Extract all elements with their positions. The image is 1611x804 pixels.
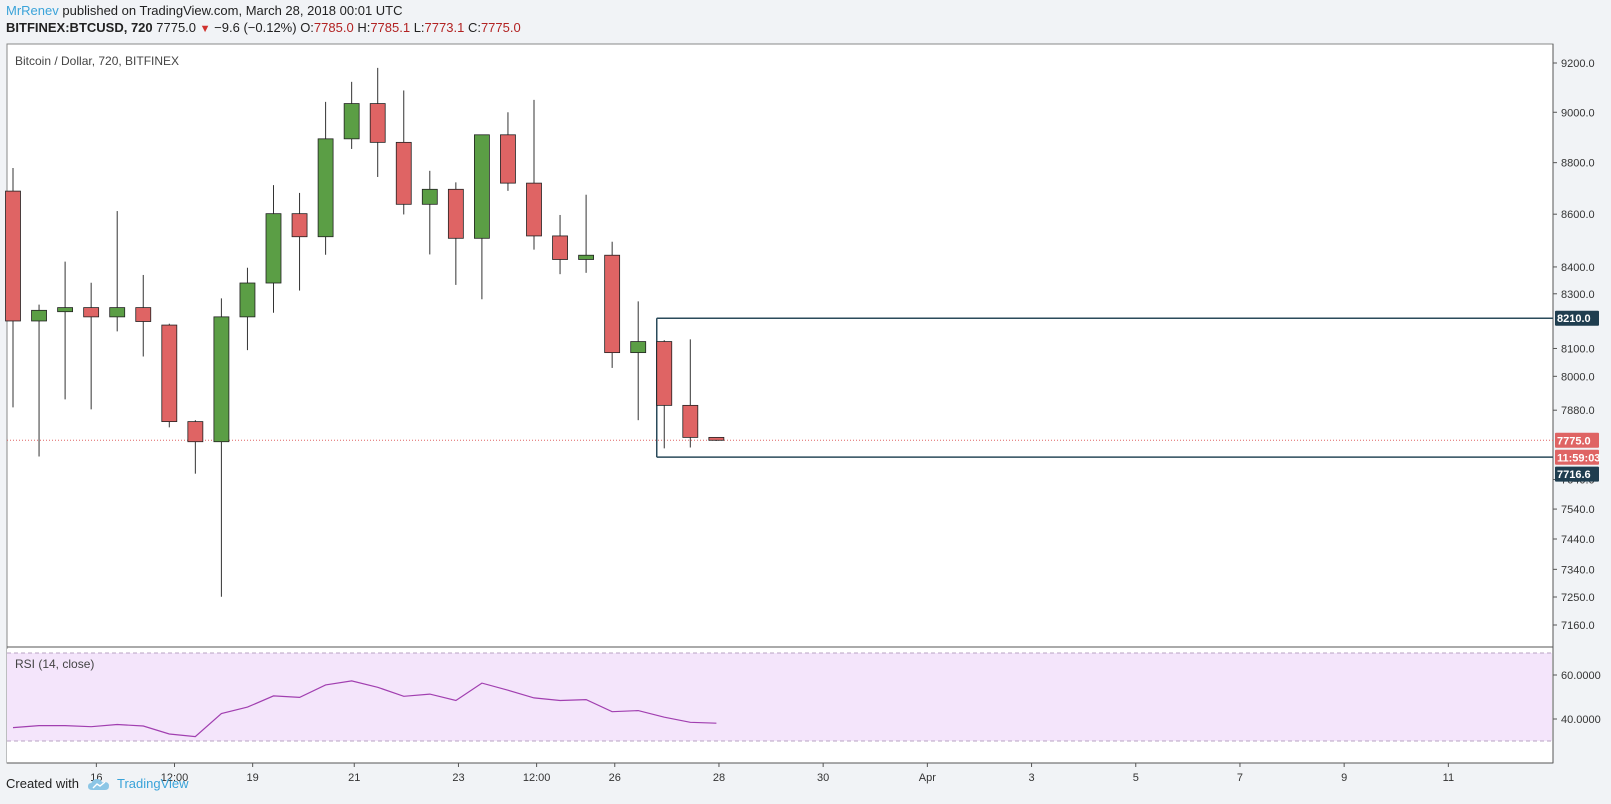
candle-body xyxy=(239,282,256,318)
price-axis-label: 9200.0 xyxy=(1561,58,1595,70)
tradingview-brand-label: TradingView xyxy=(116,776,189,791)
time-axis-label: 7 xyxy=(1237,772,1243,784)
time-axis-label: 26 xyxy=(609,772,621,784)
lower-level-tag: 7716.6 xyxy=(1557,469,1591,481)
candle-body xyxy=(291,213,308,238)
price-axis-label: 8800.0 xyxy=(1561,158,1595,170)
tradingview-brand[interactable]: TradingView xyxy=(87,776,189,791)
candle-body xyxy=(213,316,230,443)
price-axis-label: 7880.0 xyxy=(1561,405,1595,417)
candle-body xyxy=(447,188,464,239)
candle-body xyxy=(473,134,490,239)
candle-body xyxy=(656,341,673,406)
symbol-label: BITFINEX:BTCUSD, 720 xyxy=(6,20,153,35)
price-axis-label: 7160.0 xyxy=(1561,620,1595,632)
time-axis-label: 12:00 xyxy=(161,772,189,784)
candle-body xyxy=(708,436,725,441)
candle-body xyxy=(395,141,412,205)
time-axis-label: 28 xyxy=(713,772,725,784)
candle-body xyxy=(83,307,100,318)
price-axis-label: 9000.0 xyxy=(1561,107,1595,119)
candle-body xyxy=(109,307,126,318)
rsi-axis-label: 60.0000 xyxy=(1561,670,1601,682)
last-price: 7775.0 xyxy=(156,20,197,35)
price-axis-label: 8400.0 xyxy=(1561,262,1595,274)
candle-body xyxy=(682,404,699,438)
time-axis-label: Apr xyxy=(919,772,936,784)
chart-title: Bitcoin / Dollar, 720, BITFINEX xyxy=(15,54,179,68)
high-value: 7785.1 xyxy=(370,20,411,35)
chart-frame xyxy=(6,43,1554,764)
candle-body xyxy=(161,324,178,423)
candle-body xyxy=(578,254,594,260)
lower-level-tag-bg xyxy=(1555,466,1599,482)
high-label: H: xyxy=(357,20,371,35)
price-change: −9.6 (−0.12%) xyxy=(214,20,297,35)
candle-body xyxy=(57,307,73,313)
candle-body xyxy=(343,103,360,140)
price-axis-label: 7340.0 xyxy=(1561,564,1595,576)
candle-body xyxy=(552,235,568,260)
candle-body xyxy=(317,138,334,238)
price-axis-label: 8100.0 xyxy=(1561,343,1595,355)
candle-body xyxy=(265,213,282,284)
rsi-line xyxy=(12,680,717,738)
current-price-tag: 7775.0 xyxy=(1557,435,1591,447)
published-text: published on TradingView.com, March 28, … xyxy=(62,3,403,18)
close-label: C: xyxy=(467,20,481,35)
upper-level-tag: 8210.0 xyxy=(1557,313,1591,325)
time-axis-label: 11 xyxy=(1443,772,1454,784)
time-axis-label: 9 xyxy=(1341,772,1347,784)
candle-body xyxy=(5,190,21,322)
rsi-label: RSI (14, close) xyxy=(15,657,94,671)
chart-header: MrRenev published on TradingView.com, Ma… xyxy=(6,3,521,37)
time-axis-label: 3 xyxy=(1028,772,1034,784)
price-axis: 9200.0 9000.0 8800.0 8600.0 8400.0 8300.0 8100… xyxy=(1553,58,1595,632)
open-value: 7785.0 xyxy=(313,20,354,35)
candle-body xyxy=(630,341,647,354)
price-axis-label: 7440.0 xyxy=(1561,534,1595,546)
price-axis-label: 7540.0 xyxy=(1561,504,1595,516)
countdown-tag: 11:59:03 xyxy=(1557,452,1600,464)
candle-body xyxy=(187,421,204,443)
footer: Created with TradingView xyxy=(6,776,189,791)
time-axis-label: 19 xyxy=(247,772,259,784)
rsi-axis-label: 40.0000 xyxy=(1561,714,1601,726)
price-axis-label: 8300.0 xyxy=(1561,289,1595,301)
candle-body xyxy=(604,254,621,354)
candle-body xyxy=(31,309,47,322)
rsi-axis: 60.0000 40.0000 xyxy=(1553,670,1601,726)
candle-body xyxy=(421,188,438,205)
price-axis-label: 8600.0 xyxy=(1561,209,1595,221)
close-value: 7775.0 xyxy=(480,20,521,35)
candle-body xyxy=(369,103,386,143)
time-axis-label: 30 xyxy=(817,772,829,784)
time-axis-label: 21 xyxy=(348,772,360,784)
cloud-icon xyxy=(87,778,109,790)
down-arrow-icon: ▼ xyxy=(199,23,211,35)
price-tags: 8210.0 7775.0 11:59:03 7716.6 xyxy=(1555,310,1600,482)
countdown-tag-bg xyxy=(1555,449,1599,465)
time-axis-label: 23 xyxy=(452,772,464,784)
rsi-band xyxy=(7,653,1552,741)
time-axis-label: 5 xyxy=(1133,772,1139,784)
price-axis-label: 7250.0 xyxy=(1561,592,1595,604)
upper-level-tag-bg xyxy=(1555,310,1599,326)
author-link[interactable]: MrRenev xyxy=(6,3,59,18)
current-price-tag-bg xyxy=(1555,432,1599,448)
low-label: L: xyxy=(413,20,425,35)
candles xyxy=(5,67,725,597)
time-axis-label: 12:00 xyxy=(523,772,551,784)
low-value: 7773.1 xyxy=(424,20,465,35)
open-label: O: xyxy=(300,20,314,35)
candle-body xyxy=(500,134,516,184)
candle-body xyxy=(135,307,152,322)
created-with-text: Created with xyxy=(6,776,79,791)
candle-body xyxy=(526,182,542,237)
time-axis: 16 12:00 19 21 23 12:00 26 28 30 Apr 3 5 7 9 11 xyxy=(90,763,1454,784)
price-axis-label: 8000.0 xyxy=(1561,371,1595,383)
